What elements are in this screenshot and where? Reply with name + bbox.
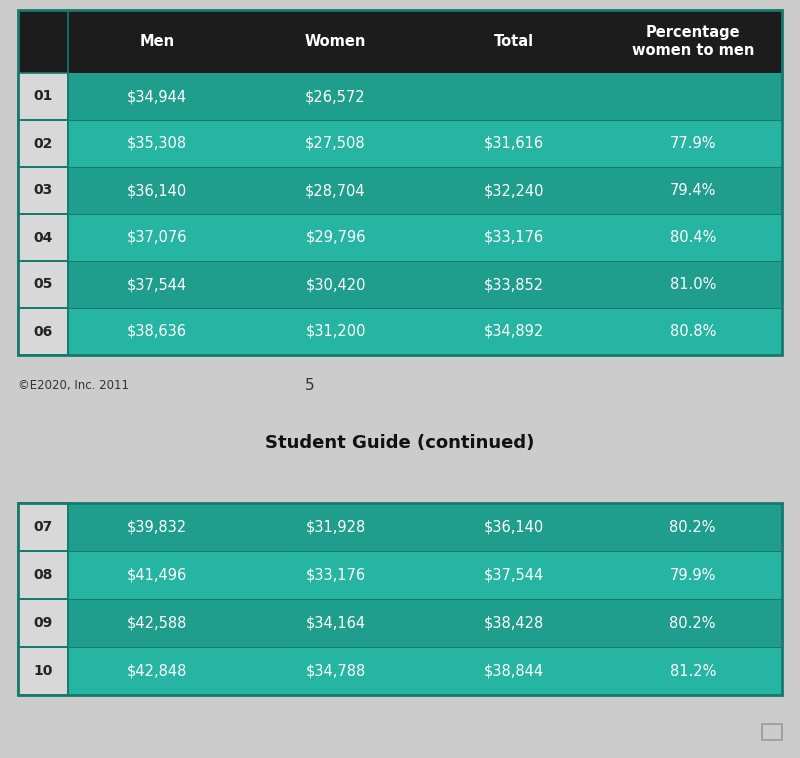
Bar: [18, 308, 68, 355]
Bar: [68, 120, 782, 167]
Bar: [68, 647, 782, 695]
Text: Percentage
women to men: Percentage women to men: [631, 25, 754, 58]
Text: 06: 06: [34, 324, 53, 339]
Text: $38,636: $38,636: [127, 324, 187, 339]
Text: 09: 09: [34, 616, 53, 630]
Text: 08: 08: [33, 568, 53, 582]
Text: Total: Total: [494, 34, 534, 49]
Text: 80.8%: 80.8%: [670, 324, 716, 339]
Text: 80.2%: 80.2%: [670, 519, 716, 534]
Text: $33,852: $33,852: [484, 277, 544, 292]
Text: $31,200: $31,200: [306, 324, 366, 339]
Text: $36,140: $36,140: [484, 519, 544, 534]
Text: $35,308: $35,308: [127, 136, 187, 151]
Text: Women: Women: [305, 34, 366, 49]
Text: 79.4%: 79.4%: [670, 183, 716, 198]
Text: $28,704: $28,704: [306, 183, 366, 198]
Bar: [68, 503, 782, 551]
Text: $42,588: $42,588: [126, 615, 187, 631]
Text: Men: Men: [139, 34, 174, 49]
Bar: [68, 599, 782, 647]
Bar: [68, 308, 782, 355]
Text: $38,844: $38,844: [484, 663, 544, 678]
Bar: [68, 167, 782, 214]
Text: $34,892: $34,892: [484, 324, 544, 339]
Text: 07: 07: [34, 520, 53, 534]
Text: $41,496: $41,496: [127, 568, 187, 582]
Bar: [18, 167, 68, 214]
Bar: [18, 261, 68, 308]
Text: 5: 5: [305, 378, 315, 393]
Text: $38,428: $38,428: [484, 615, 544, 631]
Text: 77.9%: 77.9%: [670, 136, 716, 151]
Text: $37,544: $37,544: [127, 277, 187, 292]
Text: $39,832: $39,832: [127, 519, 187, 534]
Text: 10: 10: [33, 664, 53, 678]
Bar: [18, 10, 782, 355]
Text: $36,140: $36,140: [127, 183, 187, 198]
Text: Student Guide (continued): Student Guide (continued): [266, 434, 534, 452]
Text: 80.4%: 80.4%: [670, 230, 716, 245]
Bar: [68, 73, 782, 120]
Text: 02: 02: [33, 136, 53, 151]
Bar: [18, 73, 68, 120]
Text: $26,572: $26,572: [306, 89, 366, 104]
Text: ©E2020, Inc. 2011: ©E2020, Inc. 2011: [18, 380, 129, 393]
Text: $37,076: $37,076: [126, 230, 187, 245]
Text: 80.2%: 80.2%: [670, 615, 716, 631]
Bar: [18, 647, 68, 695]
Text: 05: 05: [33, 277, 53, 292]
Text: 03: 03: [34, 183, 53, 198]
Bar: [18, 10, 782, 73]
Text: $33,176: $33,176: [484, 230, 544, 245]
Bar: [18, 120, 68, 167]
Text: $31,928: $31,928: [306, 519, 366, 534]
Text: $42,848: $42,848: [126, 663, 187, 678]
Text: 81.2%: 81.2%: [670, 663, 716, 678]
Bar: [68, 261, 782, 308]
Text: 04: 04: [33, 230, 53, 245]
Text: $29,796: $29,796: [306, 230, 366, 245]
Text: $37,544: $37,544: [484, 568, 544, 582]
Text: $33,176: $33,176: [306, 568, 366, 582]
Bar: [18, 214, 68, 261]
Text: 01: 01: [33, 89, 53, 104]
Bar: [68, 551, 782, 599]
Bar: [18, 503, 782, 695]
Bar: [68, 214, 782, 261]
Text: 79.9%: 79.9%: [670, 568, 716, 582]
Text: $30,420: $30,420: [306, 277, 366, 292]
Text: $27,508: $27,508: [306, 136, 366, 151]
Bar: [762, 724, 782, 740]
Bar: [18, 551, 68, 599]
Text: 81.0%: 81.0%: [670, 277, 716, 292]
Text: $31,616: $31,616: [484, 136, 544, 151]
Text: $34,944: $34,944: [127, 89, 187, 104]
Bar: [18, 599, 68, 647]
Bar: [18, 503, 68, 551]
Text: $34,788: $34,788: [306, 663, 366, 678]
Text: $32,240: $32,240: [484, 183, 544, 198]
Text: $34,164: $34,164: [306, 615, 366, 631]
